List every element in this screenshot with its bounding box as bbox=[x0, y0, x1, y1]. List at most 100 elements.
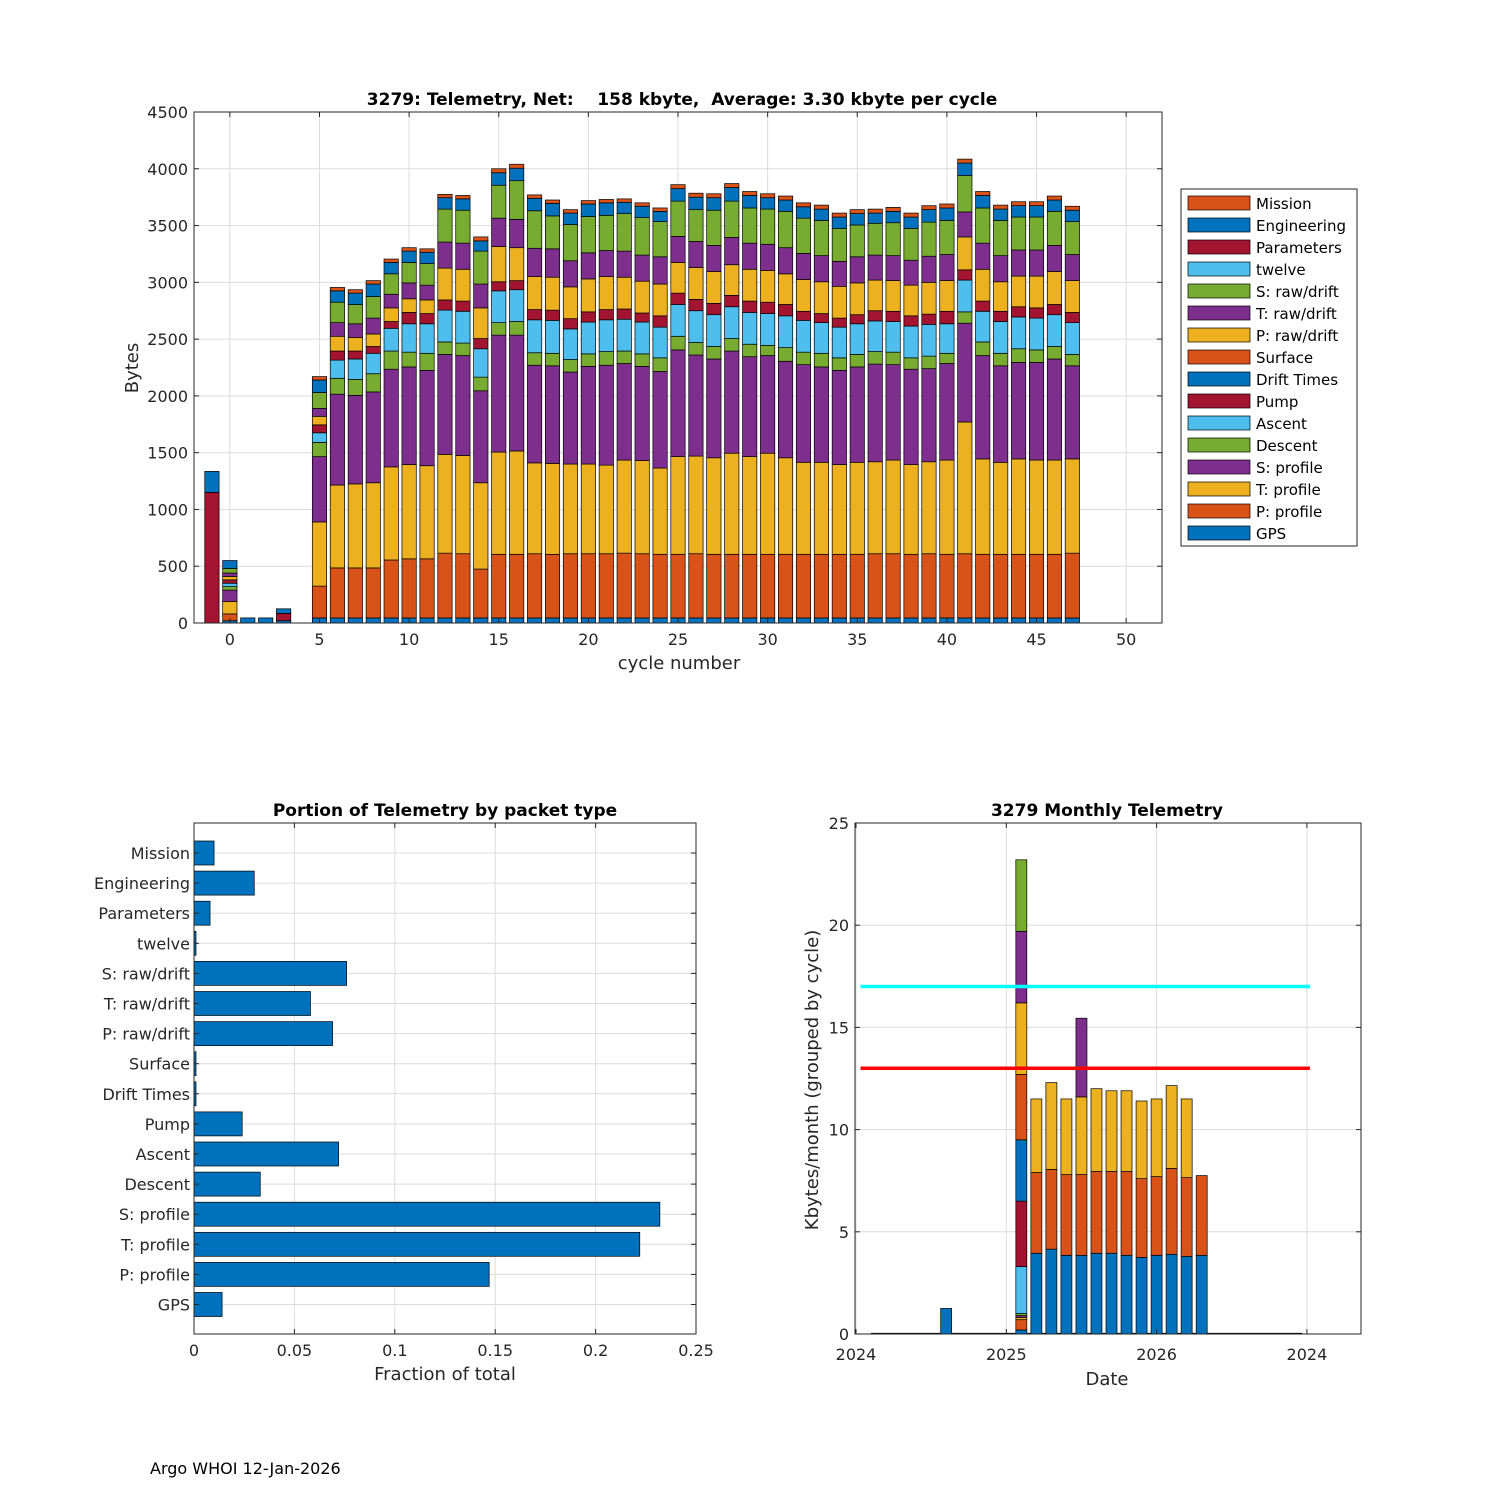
bar-segment-ascent bbox=[473, 348, 489, 378]
bar-segment-t-profile bbox=[634, 460, 650, 555]
bar-segment-s-raw-drift bbox=[849, 224, 865, 258]
bar-segment-p-profile bbox=[831, 553, 847, 619]
bar-segment-pump bbox=[383, 321, 399, 329]
bar-segment-t-profile bbox=[1011, 458, 1027, 555]
bar-segment-pump bbox=[401, 312, 417, 325]
bar-segment-s-profile bbox=[616, 363, 632, 461]
bar-segment-t-profile bbox=[975, 458, 991, 555]
bar-segment-t-raw-drift bbox=[329, 322, 345, 337]
bar-segment-mission bbox=[401, 247, 417, 252]
bar-segment-p-profile bbox=[742, 553, 758, 619]
bar-segment-p-profile bbox=[419, 558, 435, 619]
bar-segment-s-profile bbox=[562, 371, 578, 465]
bar-segment-gps bbox=[993, 617, 1009, 624]
bar-segment-mission bbox=[527, 194, 543, 199]
bar-segment-mission bbox=[491, 168, 507, 174]
bar-segment-descent bbox=[383, 350, 399, 370]
bar-segment-descent bbox=[598, 351, 614, 366]
bar-segment-t-profile bbox=[383, 466, 399, 561]
bar-segment-t-profile bbox=[706, 457, 722, 555]
bar-segment-s-profile bbox=[598, 364, 614, 466]
bar-segment-engineering bbox=[527, 197, 543, 212]
bar-segment-pump bbox=[724, 295, 740, 308]
bar-segment-gps bbox=[652, 617, 668, 624]
bar-segment-t-raw-drift bbox=[365, 317, 381, 335]
legend-label-gps: GPS bbox=[1256, 525, 1286, 543]
portion-chart: 0 0.05 0.1 0.15 0.2 0.25 Mission Engineering Par… bbox=[94, 801, 714, 1385]
y-tick-label: 3000 bbox=[147, 273, 188, 292]
bar-ascent bbox=[193, 1141, 339, 1167]
bar-segment-s-raw-drift bbox=[795, 217, 812, 254]
y-tick-label-descent: Descent bbox=[124, 1175, 190, 1194]
bar-segment-p-raw-drift bbox=[957, 236, 973, 271]
bar-segment-p-raw-drift bbox=[975, 268, 991, 302]
bar-segment-t-raw-drift bbox=[311, 408, 328, 417]
bar-segment-p-raw-drift bbox=[634, 280, 650, 314]
y-tick-label: 10 bbox=[829, 1121, 849, 1140]
bar-segment-descent bbox=[347, 379, 363, 396]
x-tick-label: 10 bbox=[399, 630, 419, 649]
bar-segment-p-profile bbox=[1028, 553, 1045, 619]
bar-segment-engineering bbox=[849, 213, 865, 226]
bar-segment bbox=[1180, 1098, 1193, 1178]
bar-segment-gps bbox=[778, 617, 794, 624]
bar-segment-descent bbox=[544, 352, 561, 367]
bar-segment bbox=[1015, 1002, 1028, 1075]
bar-segment-ascent bbox=[760, 313, 776, 346]
bar-segment-descent bbox=[1011, 348, 1027, 363]
bar-segment-s-raw-drift bbox=[473, 250, 489, 285]
y-tick-label-s-raw-drift: S: raw/drift bbox=[102, 964, 190, 983]
bar-segment-s-profile bbox=[455, 355, 471, 456]
bar-segment-engineering bbox=[778, 199, 794, 212]
bar-segment-engineering bbox=[993, 208, 1009, 221]
bar-segment-pump bbox=[1011, 306, 1027, 318]
bar-segment-mission bbox=[724, 183, 740, 188]
bar-segment-s-raw-drift bbox=[688, 209, 704, 242]
bar-segment-pump bbox=[867, 310, 883, 322]
bar-segment-t-raw-drift bbox=[544, 248, 561, 278]
bar-segment-gps bbox=[813, 617, 829, 624]
bar-segment-ascent bbox=[975, 310, 991, 343]
y-tick-label-drift-times: Drift Times bbox=[102, 1085, 190, 1104]
bar-segment-gps bbox=[688, 617, 704, 624]
bar-segment-s-profile bbox=[813, 366, 829, 463]
bar-segment-s-raw-drift bbox=[419, 263, 435, 286]
bar-segment-s-raw-drift bbox=[1064, 221, 1080, 255]
bar-segment-pump bbox=[1028, 307, 1045, 319]
bar-segment-gps bbox=[455, 617, 471, 624]
x-tick-label: 0.1 bbox=[382, 1341, 407, 1360]
bar-segment-ascent bbox=[652, 326, 668, 359]
bar-segment-ascent bbox=[1028, 317, 1045, 351]
bar-segment-s-profile bbox=[706, 358, 722, 459]
bar-segment-p-raw-drift bbox=[562, 286, 578, 320]
bar-segment-mission bbox=[544, 199, 561, 204]
bar-segment-p-raw-drift bbox=[509, 247, 525, 281]
bars-layer bbox=[193, 840, 661, 1317]
bar-segment-s-raw-drift bbox=[778, 211, 794, 249]
bar-segment-s-raw-drift bbox=[1028, 216, 1045, 251]
bar-segment-pump bbox=[455, 300, 471, 312]
bar-segment-gps bbox=[975, 617, 991, 624]
bar-segment bbox=[1075, 1174, 1088, 1256]
bar-segment-t-raw-drift bbox=[813, 255, 829, 283]
bar-segment-parameters bbox=[276, 612, 292, 622]
legend-label-pump: Pump bbox=[1256, 393, 1298, 411]
bar-segment bbox=[1150, 1098, 1163, 1177]
bar-segment-gps bbox=[903, 617, 919, 624]
bar-segment-descent bbox=[509, 321, 525, 336]
bar-segment bbox=[1030, 1252, 1043, 1335]
bar-segment-p-raw-drift bbox=[455, 268, 471, 302]
legend-swatch-t-profile bbox=[1187, 481, 1251, 497]
bar-segment-gps bbox=[365, 617, 381, 624]
y-tick-label: 20 bbox=[829, 916, 849, 935]
bar-segment bbox=[1150, 1254, 1163, 1335]
bar-segment-engineering bbox=[885, 211, 901, 224]
bar-segment-mission bbox=[688, 192, 704, 198]
bar-segment-s-profile bbox=[491, 334, 507, 453]
bar-segment-p-raw-drift bbox=[347, 337, 363, 352]
axis-ticks: 0 0.05 0.1 0.15 0.2 0.25 Mission Engineering Par… bbox=[94, 823, 714, 1360]
bar-segment-s-profile bbox=[347, 394, 363, 485]
bar-segment-engineering bbox=[724, 187, 740, 202]
legend-label-ascent: Ascent bbox=[1256, 415, 1307, 433]
